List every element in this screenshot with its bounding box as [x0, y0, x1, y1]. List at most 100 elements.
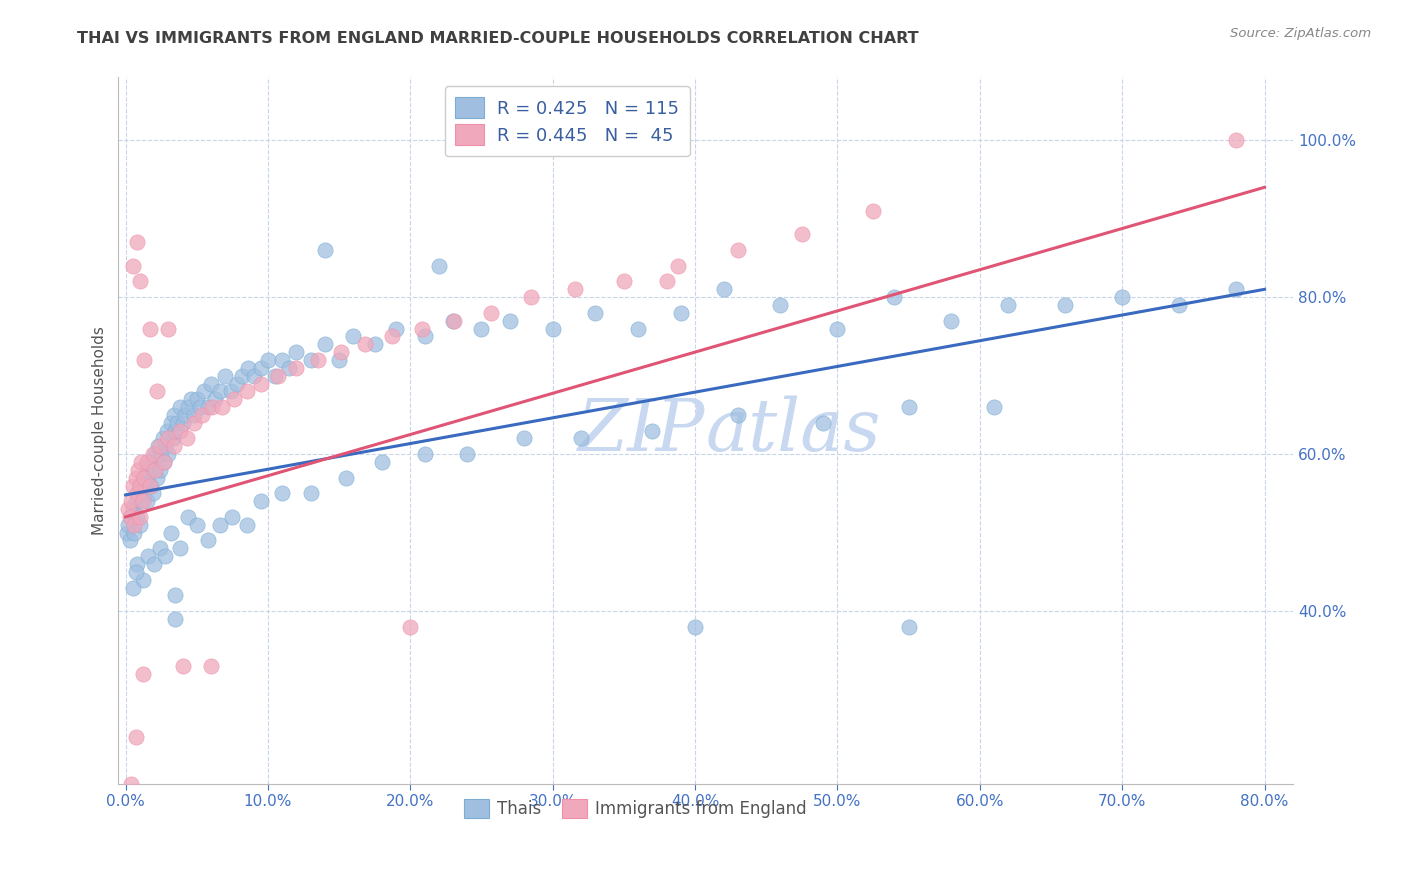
- Point: [121, 259, 143, 273]
- Point: [271, 353, 294, 368]
- Point: [117, 502, 139, 516]
- Point: [172, 659, 194, 673]
- Point: [221, 509, 243, 524]
- Point: [125, 235, 148, 250]
- Point: [883, 290, 905, 304]
- Point: [128, 509, 150, 524]
- Point: [125, 509, 148, 524]
- Point: [118, 509, 141, 524]
- Point: [385, 321, 408, 335]
- Point: [162, 432, 184, 446]
- Point: [188, 400, 211, 414]
- Point: [157, 432, 180, 446]
- Point: [128, 478, 150, 492]
- Point: [117, 517, 139, 532]
- Point: [143, 463, 166, 477]
- Point: [257, 353, 280, 368]
- Point: [329, 345, 352, 359]
- Point: [427, 259, 450, 273]
- Point: [118, 533, 141, 548]
- Point: [235, 517, 257, 532]
- Point: [149, 463, 172, 477]
- Point: [1168, 298, 1191, 312]
- Point: [666, 259, 689, 273]
- Point: [141, 478, 163, 492]
- Point: [124, 730, 146, 744]
- Point: [186, 392, 208, 407]
- Point: [569, 432, 592, 446]
- Point: [641, 424, 664, 438]
- Point: [129, 455, 152, 469]
- Point: [177, 509, 200, 524]
- Point: [941, 314, 963, 328]
- Point: [174, 408, 197, 422]
- Text: atlas: atlas: [706, 395, 882, 466]
- Point: [132, 486, 155, 500]
- Point: [413, 329, 436, 343]
- Point: [204, 392, 226, 407]
- Point: [146, 384, 169, 399]
- Point: [583, 306, 606, 320]
- Point: [249, 360, 271, 375]
- Point: [541, 321, 564, 335]
- Point: [186, 517, 208, 532]
- Point: [862, 203, 884, 218]
- Point: [183, 408, 205, 422]
- Legend: Thais, Immigrants from England: Thais, Immigrants from England: [457, 792, 813, 825]
- Point: [122, 517, 145, 532]
- Point: [120, 494, 142, 508]
- Point: [191, 408, 214, 422]
- Point: [627, 321, 650, 335]
- Point: [163, 439, 186, 453]
- Point: [125, 557, 148, 571]
- Point: [139, 321, 162, 335]
- Point: [481, 306, 503, 320]
- Point: [128, 478, 150, 492]
- Point: [124, 565, 146, 579]
- Point: [285, 360, 308, 375]
- Point: [520, 290, 543, 304]
- Point: [381, 329, 404, 343]
- Point: [219, 384, 242, 399]
- Point: [208, 384, 231, 399]
- Point: [176, 432, 198, 446]
- Point: [264, 368, 287, 383]
- Point: [299, 353, 322, 368]
- Point: [138, 549, 160, 563]
- Point: [153, 455, 176, 469]
- Point: [145, 447, 167, 461]
- Point: [131, 471, 153, 485]
- Point: [146, 471, 169, 485]
- Point: [131, 573, 153, 587]
- Point: [183, 416, 205, 430]
- Point: [128, 517, 150, 532]
- Point: [134, 478, 156, 492]
- Point: [271, 486, 294, 500]
- Y-axis label: Married-couple Households: Married-couple Households: [93, 326, 107, 535]
- Point: [160, 525, 183, 540]
- Point: [122, 525, 145, 540]
- Point: [148, 439, 170, 453]
- Point: [499, 314, 522, 328]
- Point: [180, 392, 202, 407]
- Point: [157, 447, 180, 461]
- Point: [1111, 290, 1133, 304]
- Point: [470, 321, 492, 335]
- Point: [169, 400, 191, 414]
- Point: [135, 494, 157, 508]
- Point: [441, 314, 464, 328]
- Point: [211, 400, 233, 414]
- Point: [683, 620, 706, 634]
- Point: [443, 314, 465, 328]
- Point: [163, 408, 186, 422]
- Point: [127, 463, 149, 477]
- Point: [132, 471, 155, 485]
- Point: [142, 486, 165, 500]
- Point: [335, 471, 357, 485]
- Point: [897, 620, 920, 634]
- Point: [278, 360, 301, 375]
- Point: [328, 353, 350, 368]
- Point: [165, 588, 187, 602]
- Point: [160, 416, 183, 430]
- Point: [155, 439, 177, 453]
